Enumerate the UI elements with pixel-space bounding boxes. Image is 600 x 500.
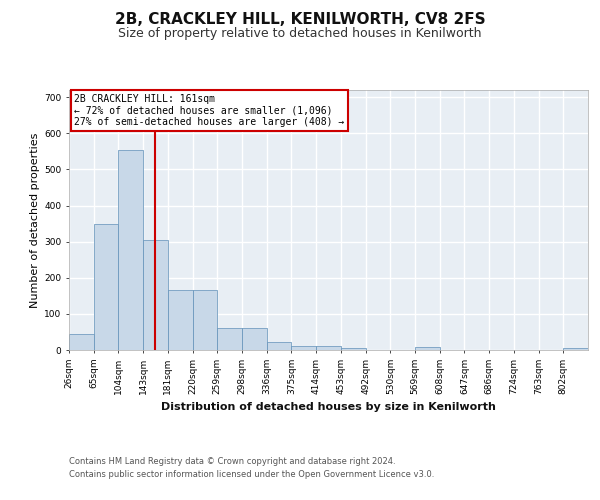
Text: 2B CRACKLEY HILL: 161sqm
← 72% of detached houses are smaller (1,096)
27% of sem: 2B CRACKLEY HILL: 161sqm ← 72% of detach… [74, 94, 344, 127]
Text: Size of property relative to detached houses in Kenilworth: Size of property relative to detached ho… [118, 28, 482, 40]
Bar [341, 348, 365, 350]
Bar [267, 342, 292, 350]
Bar [316, 346, 341, 350]
Bar [193, 290, 217, 350]
Bar [415, 348, 440, 350]
Bar [217, 328, 242, 350]
Bar [143, 240, 168, 350]
Bar [242, 328, 267, 350]
Text: Contains HM Land Registry data © Crown copyright and database right 2024.: Contains HM Land Registry data © Crown c… [69, 458, 395, 466]
Bar [94, 224, 118, 350]
Bar [69, 334, 94, 350]
Text: 2B, CRACKLEY HILL, KENILWORTH, CV8 2FS: 2B, CRACKLEY HILL, KENILWORTH, CV8 2FS [115, 12, 485, 28]
Y-axis label: Number of detached properties: Number of detached properties [30, 132, 40, 308]
Bar [563, 348, 588, 350]
Text: Contains public sector information licensed under the Open Government Licence v3: Contains public sector information licen… [69, 470, 434, 479]
Bar [292, 346, 316, 350]
Bar [118, 150, 143, 350]
Bar [168, 290, 193, 350]
Text: Distribution of detached houses by size in Kenilworth: Distribution of detached houses by size … [161, 402, 496, 412]
